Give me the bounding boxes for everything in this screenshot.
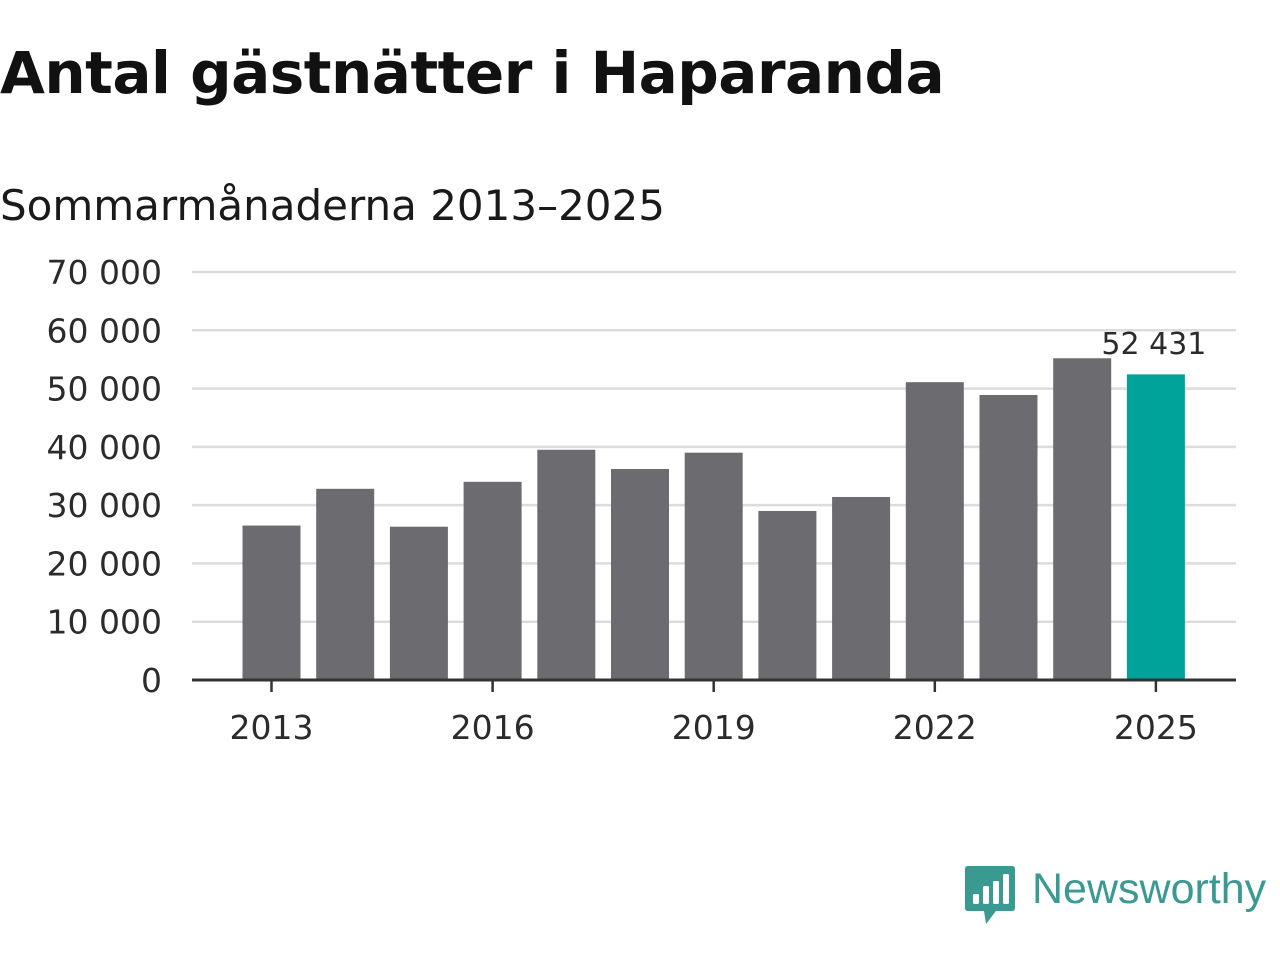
bar-2019 xyxy=(684,452,743,680)
y-tick-label: 0 xyxy=(141,661,162,700)
newsworthy-wordmark: Newsworthy xyxy=(1032,865,1267,913)
bar-2021 xyxy=(832,496,891,680)
newsworthy-logo-icon xyxy=(965,866,1015,924)
chart-title: Antal gästnätter i Haparanda xyxy=(0,39,945,107)
bar-2018 xyxy=(611,469,669,680)
bar-2013 xyxy=(242,525,301,680)
y-tick-label: 10 000 xyxy=(47,603,162,642)
x-tick-label: 2025 xyxy=(1114,708,1198,747)
bar-2023 xyxy=(979,394,1038,680)
y-tick-label: 20 000 xyxy=(47,544,162,583)
bar-2025 xyxy=(1126,374,1185,680)
y-tick-label: 50 000 xyxy=(47,370,162,409)
data-label-2025: 52 431 xyxy=(1101,327,1206,362)
x-tick-label: 2016 xyxy=(451,708,535,747)
chart-subtitle: Sommarmånaderna 2013–2025 xyxy=(0,181,665,230)
y-axis-tick-labels: 0 10 000 20 000 30 000 40 000 50 000 60 000 70 … xyxy=(47,253,162,700)
bar-2015 xyxy=(389,526,448,680)
y-tick-label: 70 000 xyxy=(47,253,162,292)
bar-2024 xyxy=(1053,358,1112,680)
bar-2016 xyxy=(463,481,522,680)
bars xyxy=(242,358,1185,680)
bar-2017 xyxy=(537,449,596,680)
y-tick-label: 30 000 xyxy=(47,486,162,525)
bar-2014 xyxy=(316,488,375,680)
y-tick-label: 40 000 xyxy=(47,428,162,467)
newsworthy-logo: Newsworthy xyxy=(964,862,1266,928)
y-tick-label: 60 000 xyxy=(47,311,162,350)
bar-2020 xyxy=(758,510,817,680)
x-tick-label: 2022 xyxy=(893,708,977,747)
bar-2022 xyxy=(905,382,964,680)
x-tick-label: 2019 xyxy=(672,708,756,747)
x-axis-ticks: 2013 2016 2019 2022 2025 xyxy=(230,680,1198,747)
annotations: 52 431 xyxy=(1101,327,1206,362)
x-tick-label: 2013 xyxy=(230,708,314,747)
